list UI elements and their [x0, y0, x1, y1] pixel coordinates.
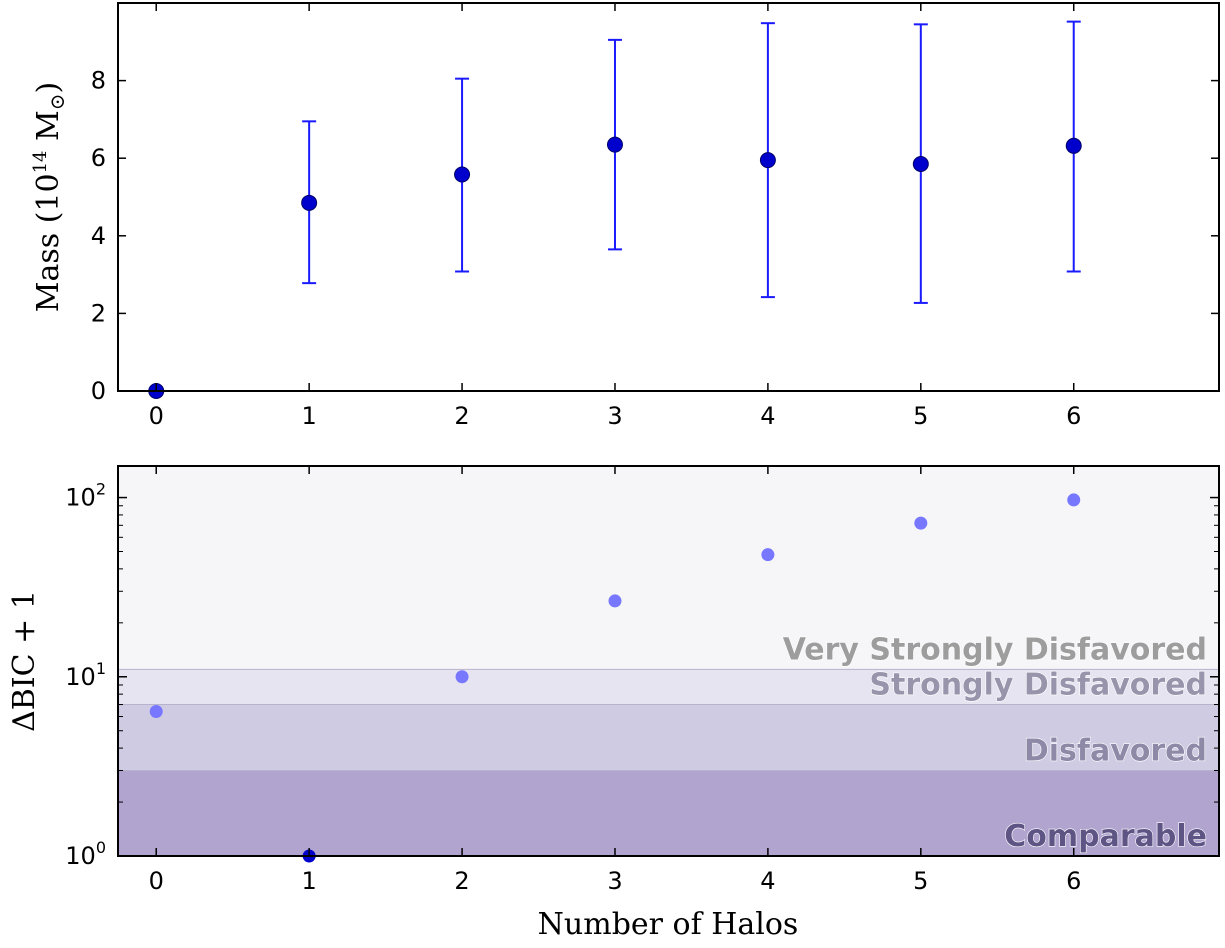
top-x-tick-label: 1 — [302, 402, 317, 430]
top-x-tick-label: 0 — [149, 402, 164, 430]
evidence-bands: Comparable Disfavored Strongly DisfavoredV… — [118, 466, 1219, 857]
bottom-y-axis-label: ΔBIC + 1 — [7, 590, 42, 732]
top-plot-background — [118, 3, 1219, 391]
top-y-axis-label-exponent: 14 — [30, 151, 51, 174]
top-y-axis-label-close: ) — [31, 82, 66, 94]
top-y-tick-label: 6 — [91, 144, 106, 172]
top-x-tick-label: 6 — [1066, 402, 1081, 430]
bottom-x-tick-label: 6 — [1066, 867, 1081, 895]
evidence-band — [118, 669, 1219, 705]
bottom-y-tick-base: 10 — [65, 484, 96, 512]
evidence-band — [118, 704, 1219, 771]
top-x-tick-label: 3 — [607, 402, 622, 430]
delta-bic-point — [914, 516, 928, 530]
top-y-axis-label-prefix: Mass (10 — [31, 173, 66, 312]
top-x-tick-label: 5 — [913, 402, 928, 430]
bottom-data-points — [149, 493, 1081, 863]
top-y-axis-label: Mass (1014 M⊙) — [30, 82, 69, 312]
bottom-y-tick-label: 102 — [65, 480, 106, 512]
bottom-y-tick-exponent: 2 — [96, 480, 106, 499]
bottom-y-tick-label: 101 — [65, 659, 106, 691]
evidence-band — [118, 466, 1219, 670]
delta-bic-point — [1067, 493, 1081, 507]
delta-bic-point — [761, 548, 775, 562]
evidence-band — [118, 770, 1219, 856]
top-y-tick-label: 0 — [91, 377, 106, 405]
x-axis-label: Number of Halos — [538, 907, 799, 942]
top-y-axis-label-unit: M — [31, 110, 66, 150]
mass-point — [301, 194, 318, 211]
top-y-tick-label: 4 — [91, 222, 106, 250]
bottom-y-tick-exponent: 0 — [96, 838, 106, 857]
top-y-axis-label-sun-symbol: ⊙ — [45, 93, 69, 110]
bottom-plot-frame — [117, 465, 1220, 857]
evidence-band-label: Disfavored — [1024, 733, 1207, 768]
mass-point — [912, 156, 929, 173]
delta-bic-point — [455, 670, 469, 684]
mass-point — [454, 166, 471, 183]
mass-point — [759, 152, 776, 169]
top-plot-frame — [117, 2, 1220, 392]
bottom-x-tick-label: 2 — [454, 867, 469, 895]
bottom-panel: Comparable Disfavored Strongly DisfavoredV… — [7, 465, 1220, 942]
top-axis-ticks: 0 1 2 3 4 5 6 0 2 4 6 8 — [91, 3, 1219, 430]
top-y-tick-label: 8 — [91, 67, 106, 95]
bottom-y-tick-base: 10 — [65, 842, 96, 870]
bottom-x-tick-label: 1 — [302, 867, 317, 895]
bottom-x-tick-label: 4 — [760, 867, 775, 895]
delta-bic-point — [608, 594, 622, 608]
bottom-x-tick-label: 3 — [607, 867, 622, 895]
evidence-band-label: Comparable — [1004, 819, 1207, 854]
delta-bic-point — [149, 705, 163, 719]
bottom-y-tick-label: 100 — [65, 838, 106, 870]
top-y-tick-label: 2 — [91, 299, 106, 327]
bottom-x-tick-label: 0 — [149, 867, 164, 895]
mass-point — [1065, 137, 1082, 154]
bottom-y-tick-base: 10 — [65, 663, 96, 691]
mass-point — [606, 136, 623, 153]
top-data-points — [148, 20, 1082, 399]
bottom-x-tick-label: 5 — [913, 867, 928, 895]
top-panel: 0 1 2 3 4 5 6 0 2 4 6 8 Mass (1014 M⊙) — [30, 2, 1220, 430]
evidence-band-label: Strongly Disfavored — [869, 668, 1207, 703]
top-x-tick-label: 4 — [760, 402, 775, 430]
top-x-tick-label: 2 — [454, 402, 469, 430]
evidence-band-label: Very Strongly Disfavored — [783, 632, 1207, 667]
bottom-y-tick-exponent: 1 — [96, 659, 106, 678]
